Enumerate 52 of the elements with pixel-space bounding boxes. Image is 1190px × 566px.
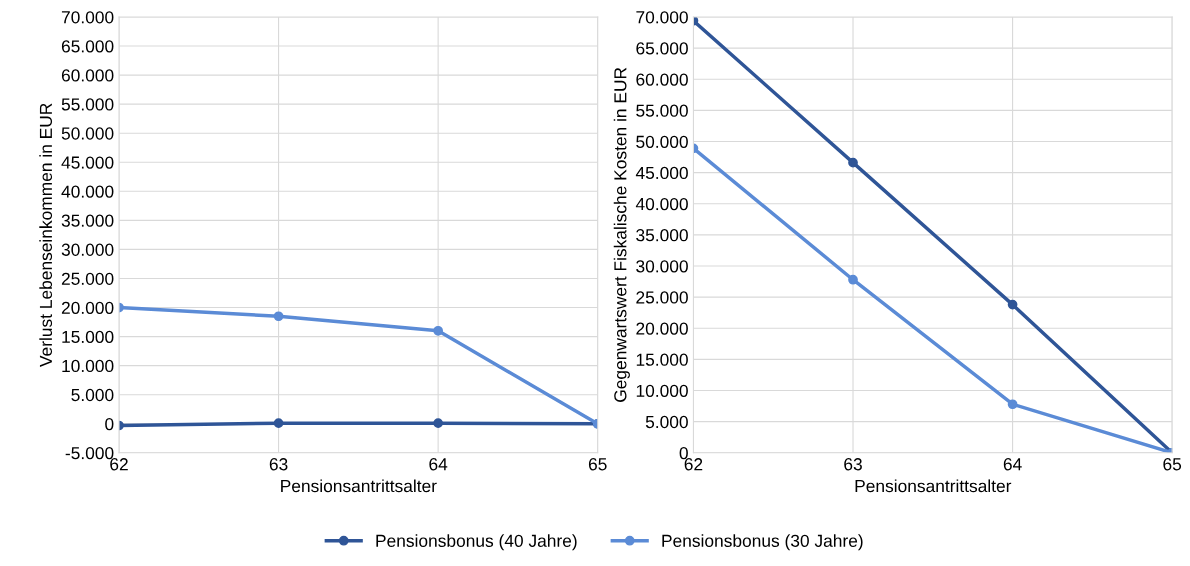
y-axis-title: Verlust Lebenseinkommen in EUR <box>39 103 53 368</box>
point <box>1007 399 1018 410</box>
y-tick-label: 20.000 <box>61 301 114 314</box>
legend-label: Pensionsbonus (40 Jahre) <box>376 534 577 551</box>
y-tick-label: 65.000 <box>61 40 114 53</box>
y-axis-title: Gegenwartswert Fiskalische Kosten in EUR <box>613 67 630 402</box>
x-tick-label: 65 <box>588 458 607 471</box>
legend-label: Pensionsbonus (30 Jahre) <box>662 534 863 551</box>
y-tick-label: 15.000 <box>636 353 688 366</box>
y-tick-label: 55.000 <box>636 104 688 117</box>
point <box>433 418 443 429</box>
point <box>848 157 858 168</box>
y-tick-label: 60.000 <box>61 69 114 82</box>
x-tick-label: 63 <box>844 458 862 471</box>
y-tick-label: 70.000 <box>636 11 688 24</box>
y-tick-label: 40.000 <box>61 185 114 198</box>
y-tick-label: 5.000 <box>71 388 114 402</box>
y-tick-label: 25.000 <box>61 272 114 285</box>
y-tick-label: 45.000 <box>635 166 688 180</box>
y-tick-label: -5.000 <box>65 446 114 460</box>
y-tick-label: 10.000 <box>62 359 114 373</box>
y-tick-label: 35.000 <box>61 214 114 227</box>
x-tick-label: 63 <box>269 458 288 471</box>
y-tick-label: 10.000 <box>636 384 688 397</box>
y-tick-label: 0 <box>105 417 114 431</box>
y-tick-label: 50.000 <box>636 135 688 148</box>
y-tick-label: 30.000 <box>636 260 688 273</box>
x-tick-label: 62 <box>110 458 128 471</box>
x-axis-title: Pensionsantrittsalter <box>281 479 437 493</box>
point <box>848 274 858 285</box>
x-tick-label: 65 <box>1163 458 1182 471</box>
x-tick-label: 62 <box>684 458 703 471</box>
x-axis-title: Pensionsantrittsalter <box>855 479 1012 493</box>
x-tick-label: 64 <box>429 458 448 471</box>
y-tick-label: 15.000 <box>62 330 114 344</box>
y-tick-label: 60.000 <box>636 73 688 86</box>
y-tick-label: 30.000 <box>61 243 114 256</box>
x-tick-label: 64 <box>1003 458 1022 471</box>
y-tick-label: 65.000 <box>636 42 688 55</box>
y-tick-label: 40.000 <box>635 197 688 211</box>
point <box>1007 299 1018 310</box>
y-tick-label: 55.000 <box>61 98 114 111</box>
y-tick-label: 35.000 <box>636 229 688 242</box>
point <box>273 311 284 322</box>
point <box>433 325 443 336</box>
y-tick-label: 5.000 <box>645 415 688 429</box>
y-tick-label: 70.000 <box>61 11 114 24</box>
y-tick-label: 50.000 <box>61 127 114 140</box>
y-tick-label: 0 <box>679 446 688 460</box>
y-tick-label: 45.000 <box>61 156 114 169</box>
y-tick-label: 25.000 <box>636 291 688 304</box>
y-tick-label: 20.000 <box>636 322 688 335</box>
